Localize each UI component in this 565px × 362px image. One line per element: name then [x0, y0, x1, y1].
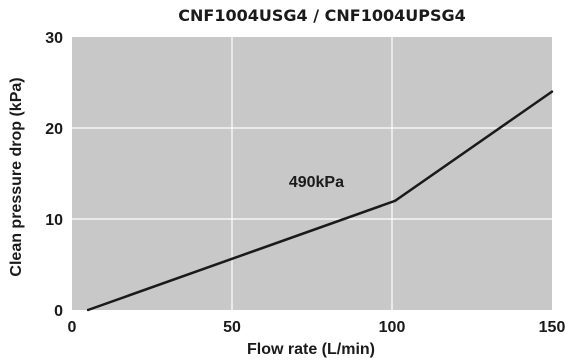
- plot-area: [72, 37, 552, 310]
- data-point: [86, 308, 90, 312]
- x-tick-label: 50: [223, 319, 241, 336]
- x-tick-labels: 0 50 100 150: [68, 319, 565, 336]
- y-axis-label: Clean pressure drop (kPa): [8, 77, 25, 276]
- y-tick-label: 10: [45, 212, 63, 229]
- x-axis-label: Flow rate (L/min): [247, 341, 375, 358]
- y-tick-labels: 0 10 20 30: [45, 30, 63, 320]
- grid-lines: [72, 37, 552, 310]
- y-tick-label: 30: [45, 30, 63, 47]
- annotations: 490kPa: [289, 174, 344, 191]
- y-tick-label: 0: [54, 303, 63, 320]
- x-tick-label: 150: [539, 319, 565, 336]
- x-tick-label: 0: [68, 319, 77, 336]
- x-tick-label: 100: [379, 319, 406, 336]
- data-point: [550, 90, 554, 93]
- annotation-label: 490kPa: [289, 174, 344, 191]
- y-tick-label: 20: [45, 121, 63, 138]
- chart-title: CNF1004USG4 / CNF1004UPSG4: [178, 6, 465, 25]
- data-points: [86, 90, 554, 312]
- data-point: [394, 199, 397, 202]
